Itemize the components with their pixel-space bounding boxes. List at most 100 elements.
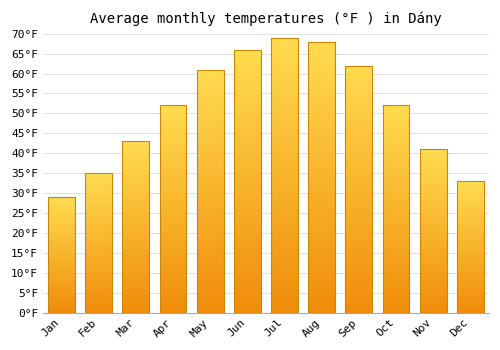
Bar [160, 243, 186, 244]
Bar [271, 244, 298, 245]
Bar [271, 104, 298, 105]
Bar [197, 183, 224, 184]
Bar [48, 260, 75, 261]
Bar [382, 286, 409, 287]
Bar [86, 277, 112, 278]
Bar [48, 281, 75, 282]
Bar [271, 280, 298, 281]
Bar [308, 44, 335, 46]
Bar [457, 254, 483, 255]
Bar [48, 254, 75, 255]
Bar [420, 213, 446, 214]
Bar [457, 229, 483, 230]
Bar [382, 115, 409, 116]
Bar [197, 90, 224, 91]
Bar [160, 288, 186, 289]
Bar [86, 247, 112, 248]
Bar [457, 292, 483, 293]
Bar [420, 259, 446, 260]
Bar [160, 226, 186, 227]
Bar [48, 246, 75, 247]
Bar [197, 130, 224, 132]
Bar [160, 251, 186, 252]
Bar [122, 252, 149, 253]
Bar [234, 62, 260, 63]
Bar [234, 134, 260, 135]
Bar [457, 265, 483, 266]
Bar [197, 293, 224, 294]
Bar [160, 139, 186, 140]
Bar [382, 294, 409, 295]
Bar [86, 225, 112, 226]
Bar [197, 275, 224, 276]
Bar [197, 276, 224, 278]
Bar [48, 275, 75, 276]
Bar [86, 181, 112, 182]
Bar [346, 191, 372, 193]
Bar [48, 253, 75, 254]
Bar [234, 236, 260, 238]
Bar [308, 187, 335, 188]
Bar [197, 213, 224, 214]
Bar [271, 121, 298, 123]
Bar [48, 229, 75, 230]
Bar [122, 203, 149, 204]
Bar [457, 298, 483, 299]
Bar [197, 269, 224, 270]
Bar [420, 312, 446, 313]
Bar [122, 289, 149, 290]
Bar [382, 191, 409, 193]
Bar [160, 146, 186, 147]
Bar [420, 257, 446, 258]
Bar [457, 306, 483, 307]
Bar [308, 311, 335, 313]
Bar [382, 240, 409, 241]
Bar [234, 235, 260, 236]
Bar [308, 47, 335, 48]
Bar [308, 225, 335, 226]
Bar [382, 194, 409, 195]
Bar [308, 42, 335, 313]
Bar [122, 152, 149, 153]
Bar [234, 197, 260, 198]
Bar [308, 54, 335, 55]
Bar [160, 244, 186, 245]
Bar [122, 173, 149, 174]
Bar [382, 261, 409, 262]
Bar [122, 267, 149, 268]
Bar [234, 297, 260, 298]
Bar [86, 282, 112, 283]
Bar [308, 276, 335, 278]
Bar [122, 175, 149, 176]
Bar [271, 249, 298, 251]
Bar [160, 219, 186, 220]
Bar [234, 118, 260, 119]
Bar [197, 95, 224, 96]
Bar [122, 303, 149, 304]
Bar [234, 143, 260, 144]
Bar [271, 233, 298, 234]
Bar [271, 145, 298, 146]
Bar [382, 175, 409, 176]
Bar [197, 163, 224, 164]
Bar [122, 228, 149, 229]
Bar [197, 105, 224, 106]
Bar [86, 185, 112, 186]
Bar [346, 272, 372, 273]
Bar [160, 189, 186, 190]
Bar [457, 256, 483, 257]
Bar [86, 243, 112, 244]
Bar [197, 218, 224, 219]
Bar [271, 300, 298, 302]
Bar [420, 304, 446, 305]
Bar [346, 89, 372, 90]
Bar [122, 265, 149, 266]
Bar [271, 182, 298, 183]
Bar [160, 256, 186, 257]
Bar [420, 199, 446, 200]
Bar [382, 223, 409, 224]
Bar [271, 51, 298, 53]
Bar [308, 77, 335, 78]
Bar [271, 54, 298, 56]
Bar [160, 122, 186, 123]
